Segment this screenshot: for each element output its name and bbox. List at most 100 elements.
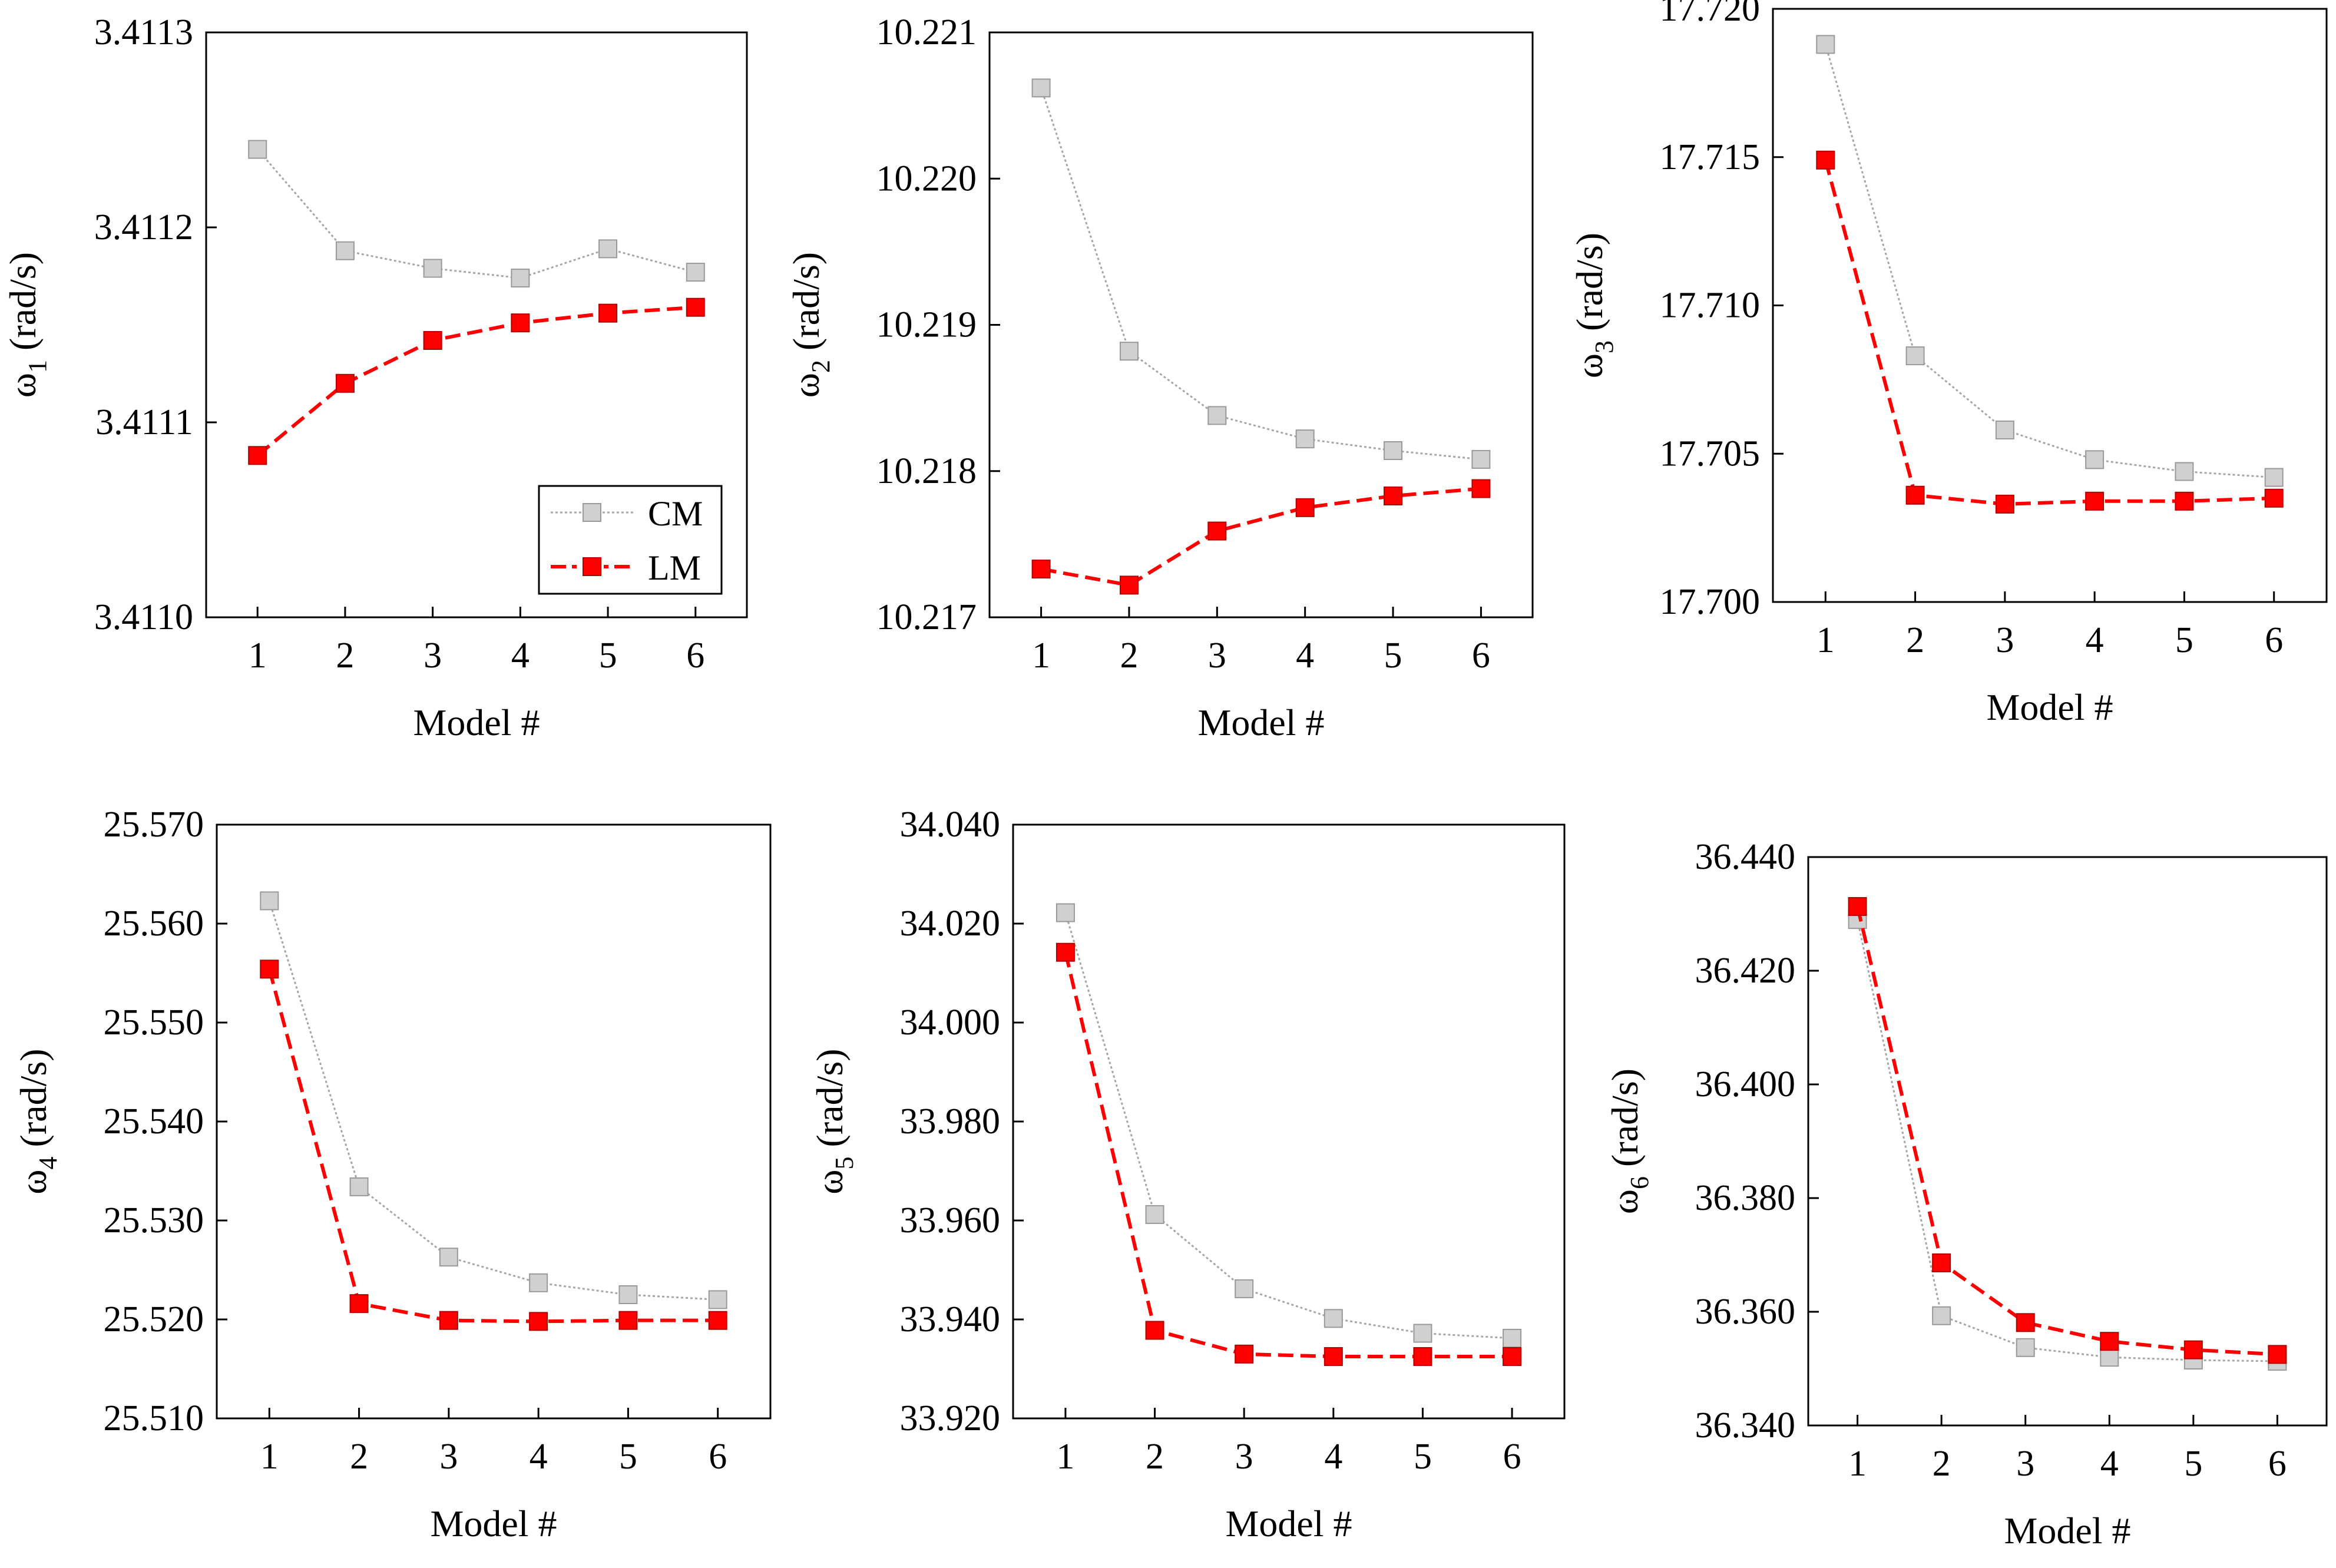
y-tick-label: 3.4111: [95, 402, 193, 442]
plot-frame: [1807, 856, 2328, 1427]
data-point-cm: [2100, 1348, 2119, 1367]
series-line-lm: [1064, 952, 1513, 1358]
x-tick-label: 6: [2265, 620, 2283, 660]
data-point-lm: [1932, 1253, 1951, 1273]
y-axis-symbol: ω: [809, 1169, 851, 1194]
data-point-cm: [439, 1248, 458, 1267]
y-tick-label: 10.217: [876, 597, 977, 637]
data-point-lm: [1235, 1344, 1254, 1364]
y-tick-label: 36.400: [1695, 1064, 1796, 1104]
data-point-cm: [1207, 406, 1227, 425]
data-point-lm: [708, 1311, 727, 1330]
data-point-cm: [349, 1177, 369, 1196]
data-point-cm: [335, 241, 355, 260]
y-tick-label: 34.040: [900, 805, 1001, 845]
y-tick-label: 10.218: [876, 451, 977, 491]
y-tick-label: 33.960: [900, 1200, 1001, 1240]
y-axis-subscript: 3: [1590, 340, 1619, 353]
data-point-lm: [1848, 897, 1867, 916]
y-axis-title: ω2 (rad/s): [785, 252, 835, 398]
x-tick-label: 2: [1120, 636, 1138, 676]
y-tick-label: 10.220: [876, 158, 977, 199]
series-line-lm: [267, 968, 718, 1324]
data-point-lm: [260, 960, 279, 979]
data-point-lm: [335, 373, 355, 393]
series-line-cm: [1824, 44, 2274, 479]
legend-lm-marker: [583, 557, 601, 576]
y-tick-label: 3.4110: [94, 597, 193, 637]
x-tick-label: 4: [1296, 636, 1314, 676]
data-point-cm: [1471, 449, 1491, 469]
data-point-cm: [1932, 1306, 1951, 1325]
data-point-cm: [1413, 1324, 1432, 1343]
y-tick-label: 36.380: [1695, 1178, 1796, 1218]
y-tick-label: 10.219: [876, 305, 977, 345]
data-point-cm: [1119, 342, 1139, 361]
y-axis-unit: (rad/s): [12, 1048, 54, 1156]
data-point-cm: [598, 239, 618, 259]
x-tick-label: 1: [1816, 620, 1835, 660]
x-tick-label: 4: [2086, 620, 2104, 660]
data-point-lm: [1816, 150, 1835, 170]
y-axis-subscript: 1: [23, 360, 52, 373]
x-tick-label: 5: [2175, 620, 2193, 660]
y-tick-label: 17.700: [1660, 582, 1761, 622]
data-point-lm: [1207, 521, 1227, 541]
x-tick-label: 4: [1324, 1437, 1342, 1477]
data-point-cm: [1235, 1279, 1254, 1298]
x-tick-label: 4: [2100, 1444, 2119, 1484]
data-point-lm: [598, 303, 618, 323]
y-axis-symbol: ω: [785, 373, 827, 398]
data-point-lm: [423, 330, 442, 350]
x-axis-title: Model #: [1197, 702, 1324, 743]
plot-frame: [205, 31, 748, 618]
x-tick-label: 5: [2184, 1444, 2202, 1484]
x-tick-label: 1: [249, 636, 267, 676]
data-point-cm: [248, 140, 267, 159]
omega5-chart: 33.920 33.940 33.960 33.980 34.000 34.020 34.0…: [809, 805, 1566, 1544]
x-axis-title: Model #: [1225, 1503, 1352, 1544]
data-point-lm: [2100, 1332, 2119, 1351]
y-tick-label: 3.4113: [94, 12, 193, 52]
x-tick-label: 1: [260, 1437, 279, 1477]
x-tick-label: 6: [686, 636, 704, 676]
y-tick-label: 33.940: [900, 1299, 1001, 1339]
data-point-cm: [2264, 468, 2284, 487]
data-point-lm: [2175, 491, 2194, 511]
y-tick-label: 17.705: [1660, 434, 1761, 474]
series-line-lm: [256, 305, 696, 457]
data-point-lm: [349, 1294, 369, 1314]
y-axis-subscript: 2: [806, 360, 835, 373]
x-tick-label: 1: [1032, 636, 1050, 676]
y-tick-label: 3.4112: [94, 207, 193, 247]
y-tick-label: 36.440: [1695, 837, 1796, 877]
data-point-lm: [1145, 1321, 1164, 1340]
y-tick-label: 25.570: [104, 805, 204, 845]
omega6-chart: 36.340 36.360 36.380 36.400 36.420 36.440 1 2 3 4…: [1604, 837, 2328, 1552]
x-tick-label: 6: [1503, 1437, 1521, 1477]
data-point-cm: [529, 1273, 548, 1292]
data-point-lm: [1119, 575, 1139, 595]
y-tick-label: 34.020: [900, 904, 1001, 944]
x-tick-label: 3: [423, 636, 442, 676]
omega1-chart: 3.4110 3.4111 3.4112 3.4113 1 2 3 4 5 6 Model # ω1 …: [2, 12, 748, 743]
data-point-cm: [1503, 1328, 1522, 1348]
data-point-lm: [2268, 1345, 2287, 1364]
y-axis-symbol: ω: [12, 1169, 54, 1194]
y-tick-label: 33.980: [900, 1101, 1001, 1142]
data-point-lm: [618, 1311, 638, 1330]
data-point-lm: [529, 1312, 548, 1331]
data-point-cm: [1055, 903, 1075, 922]
data-point-cm: [2016, 1338, 2035, 1357]
data-point-lm: [248, 446, 267, 465]
x-tick-label: 3: [439, 1437, 458, 1477]
data-point-cm: [618, 1285, 638, 1304]
data-point-cm: [423, 259, 442, 278]
data-point-lm: [1031, 560, 1051, 579]
data-point-cm: [1384, 441, 1403, 460]
legend-lm-label: LM: [648, 548, 701, 587]
y-tick-label: 33.920: [900, 1398, 1001, 1438]
data-point-cm: [2175, 462, 2194, 481]
x-tick-label: 3: [2016, 1444, 2034, 1484]
